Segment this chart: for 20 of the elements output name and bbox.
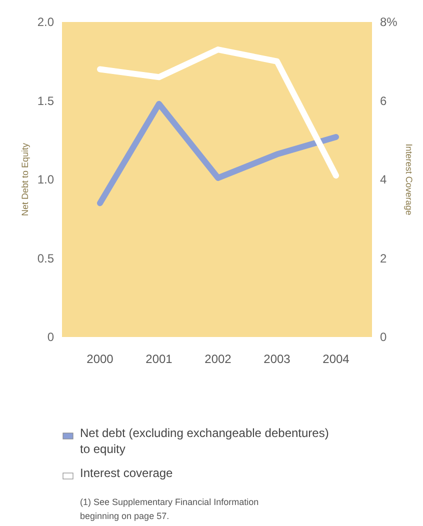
x-tick-label: 2002 xyxy=(204,352,232,366)
y-tick-label: 2.0 xyxy=(37,15,54,30)
x-tick-label: 2004 xyxy=(322,352,350,366)
y2-tick-label: 6 xyxy=(380,94,387,108)
y-axis-title: Net Debt to Equity xyxy=(20,142,30,216)
y2-tick-label: 2 xyxy=(380,251,387,266)
y-tick-label: 0 xyxy=(47,330,54,344)
text: (1) See Supplementary Financial Information beginning on page 57. xyxy=(80,497,259,521)
legend-label: Net debt (excluding exchangeable debentures) to equity xyxy=(80,426,329,456)
y2-tick-label: 4 xyxy=(380,172,387,187)
x-tick-label: 2000 xyxy=(86,352,114,366)
y2-tick-label: 0 xyxy=(380,330,387,344)
y2-tick-label: 8% xyxy=(380,15,398,30)
y-tick-label: 0.5 xyxy=(37,251,54,266)
x-tick-label: 2003 xyxy=(264,352,291,366)
y-tick-label: 1.0 xyxy=(37,172,54,187)
y-tick-label: 1.5 xyxy=(37,94,54,108)
y2-axis-title: Interest Coverage xyxy=(404,144,414,216)
legend-label: Interest coverage xyxy=(80,466,174,480)
x-tick-label: 2001 xyxy=(146,352,173,366)
